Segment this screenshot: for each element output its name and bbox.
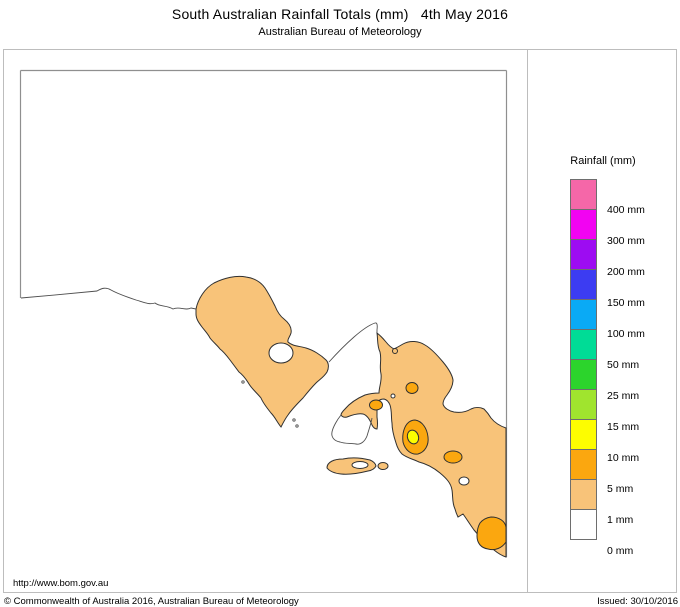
legend-swatch-200-300mm: [570, 239, 597, 270]
coastline: [20, 287, 378, 445]
legend-color-scale: [570, 179, 597, 540]
legend-swatch-25-50mm: [570, 359, 597, 390]
islet-2: [295, 424, 299, 428]
page-subtitle: Australian Bureau of Meteorology: [258, 26, 422, 38]
rain-holes-0-1mm: [268, 342, 470, 486]
page-title: South Australian Rainfall Totals (mm) 4t…: [171, 6, 509, 22]
legend-swatch-above-400mm: [570, 179, 597, 210]
legend-labels: 400 mm 300 mm 200 mm 150 mm 100 mm 50 mm…: [607, 179, 677, 559]
legend-label-150mm: 150 mm: [607, 297, 645, 309]
rain-region-1-5mm: [195, 275, 507, 558]
region-eyre-peninsula: [195, 275, 329, 428]
rain-region-10-15mm: [406, 429, 420, 445]
legend-label-300mm: 300 mm: [607, 235, 645, 247]
region-kangaroo-island-east-islet: [377, 462, 389, 470]
legend-panel-divider: [527, 49, 528, 593]
region-small-patch: [392, 348, 398, 354]
islet-1: [292, 418, 296, 422]
legend-swatch-100-150mm: [570, 299, 597, 330]
footer-issued: Issued: 30/10/2016: [597, 596, 678, 607]
islet-3: [241, 380, 245, 384]
legend-swatch-15-25mm: [570, 389, 597, 420]
coast-yorke-peninsula-boot: [331, 414, 373, 445]
legend-label-50mm: 50 mm: [607, 359, 640, 371]
legend-label-25mm: 25 mm: [607, 390, 640, 402]
legend-label-0mm: 0 mm: [607, 545, 634, 557]
legend-label-10mm: 10 mm: [607, 452, 640, 464]
legend-label-100mm: 100 mm: [607, 328, 645, 340]
footer-copyright: © Commonwealth of Australia 2016, Austra…: [4, 596, 299, 607]
legend-swatch-10-15mm: [570, 419, 597, 450]
legend-label-15mm: 15 mm: [607, 421, 640, 433]
legend-swatch-150-200mm: [570, 269, 597, 300]
legend-swatch-1-5mm: [570, 479, 597, 510]
region-kangaroo-island: [326, 457, 377, 475]
legend-label-400mm: 400 mm: [607, 204, 645, 216]
legend-swatch-5-10mm: [570, 449, 597, 480]
legend-label-200mm: 200 mm: [607, 266, 645, 278]
legend-swatch-300-400mm: [570, 209, 597, 240]
legend-label-5mm: 5 mm: [607, 483, 634, 495]
legend-swatch-50-100mm: [570, 329, 597, 360]
page-border-box: [3, 49, 677, 593]
coast-great-australian-bight: [20, 287, 197, 310]
legend-title: Rainfall (mm): [570, 155, 636, 167]
coast-spencer-gulf-west: [328, 322, 378, 363]
legend-swatch-0-1mm: [570, 509, 597, 540]
legend-label-1mm: 1 mm: [607, 514, 634, 526]
footer-url: http://www.bom.gov.au: [13, 578, 109, 589]
